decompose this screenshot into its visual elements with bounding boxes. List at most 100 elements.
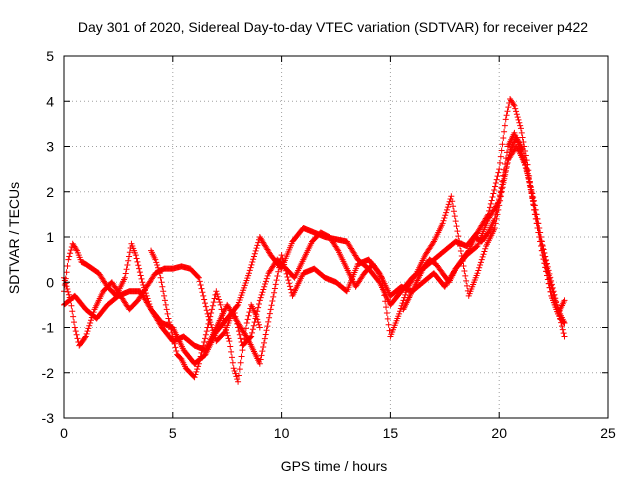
data-point (137, 272, 144, 279)
data-point (204, 310, 211, 317)
data-point (239, 347, 246, 354)
data-point (69, 308, 76, 315)
data-point (161, 292, 168, 299)
data-point (526, 178, 533, 185)
data-point (226, 338, 233, 345)
data-point (155, 267, 162, 274)
data-point (206, 317, 213, 324)
data-point (531, 202, 538, 209)
data-point (125, 257, 132, 264)
data-point (477, 259, 484, 266)
data-point (334, 246, 341, 253)
data-point (250, 322, 257, 329)
data-point (168, 326, 175, 333)
data-point (73, 246, 80, 253)
data-point (266, 314, 273, 321)
points-layer (61, 95, 568, 385)
data-point (195, 363, 202, 370)
data-point (156, 270, 163, 277)
ticks-layer: 0 5 10 15 20 25 -3 -2 -1 0 1 2 3 4 5 (42, 48, 616, 441)
data-point (263, 327, 270, 334)
data-point (71, 324, 78, 331)
data-point (201, 338, 208, 345)
data-point (163, 306, 170, 313)
data-point (456, 238, 463, 245)
data-point (257, 294, 264, 301)
data-point (529, 194, 536, 201)
data-point (209, 302, 216, 309)
data-point (204, 324, 211, 331)
data-point (260, 286, 267, 293)
data-point (155, 264, 162, 271)
data-point (492, 211, 499, 218)
data-point (397, 305, 404, 312)
data-point (256, 360, 263, 367)
data-point (278, 252, 285, 259)
data-point (402, 291, 409, 298)
data-point (537, 234, 544, 240)
data-point (263, 275, 270, 282)
y-tick-label: -1 (42, 320, 55, 336)
data-point (228, 354, 235, 361)
data-point (268, 302, 275, 309)
data-point (257, 356, 264, 363)
data-point (460, 262, 467, 269)
data-point (285, 277, 292, 284)
data-point (443, 209, 450, 216)
data-point (281, 264, 288, 271)
data-point (231, 367, 238, 374)
data-point (276, 260, 283, 267)
data-point (167, 322, 174, 329)
data-point (478, 256, 485, 263)
data-point (152, 256, 159, 263)
data-point (531, 206, 538, 213)
data-point (261, 283, 268, 290)
data-point (237, 359, 244, 366)
data-point (400, 297, 407, 304)
data-point (514, 114, 521, 121)
data-point (153, 259, 160, 266)
data-point (173, 348, 180, 355)
data-point (243, 319, 250, 326)
data-point (503, 155, 510, 162)
y-tick-label: -2 (42, 365, 55, 381)
data-point (264, 272, 271, 279)
data-point (73, 331, 80, 338)
y-tick-label: 2 (46, 184, 54, 200)
data-point (487, 200, 494, 207)
data-point (251, 250, 258, 257)
data-point (164, 310, 171, 317)
data-point (520, 156, 527, 163)
data-point (449, 198, 456, 205)
data-point (259, 348, 266, 355)
data-point (455, 233, 462, 240)
data-point (71, 319, 78, 326)
data-point (255, 321, 262, 328)
data-point (517, 148, 524, 155)
data-point (533, 215, 540, 222)
data-point (491, 187, 498, 194)
data-point (548, 286, 555, 293)
data-point (202, 300, 209, 307)
data-point (242, 330, 249, 337)
data-point (444, 204, 451, 211)
data-point (245, 312, 252, 319)
data-point (522, 162, 529, 169)
data-point (249, 329, 256, 336)
data-point (488, 197, 495, 204)
data-point (430, 239, 437, 246)
data-point (491, 215, 498, 222)
series-track-e (400, 129, 568, 326)
data-point (199, 289, 206, 296)
data-point (171, 340, 178, 347)
data-point (266, 310, 273, 317)
data-point (200, 342, 207, 349)
data-point (519, 153, 526, 160)
data-point (122, 270, 129, 277)
data-point (272, 281, 279, 288)
data-point (474, 270, 481, 277)
data-point (412, 271, 419, 278)
data-point (161, 297, 168, 304)
data-point (202, 331, 209, 338)
data-point (382, 298, 389, 305)
